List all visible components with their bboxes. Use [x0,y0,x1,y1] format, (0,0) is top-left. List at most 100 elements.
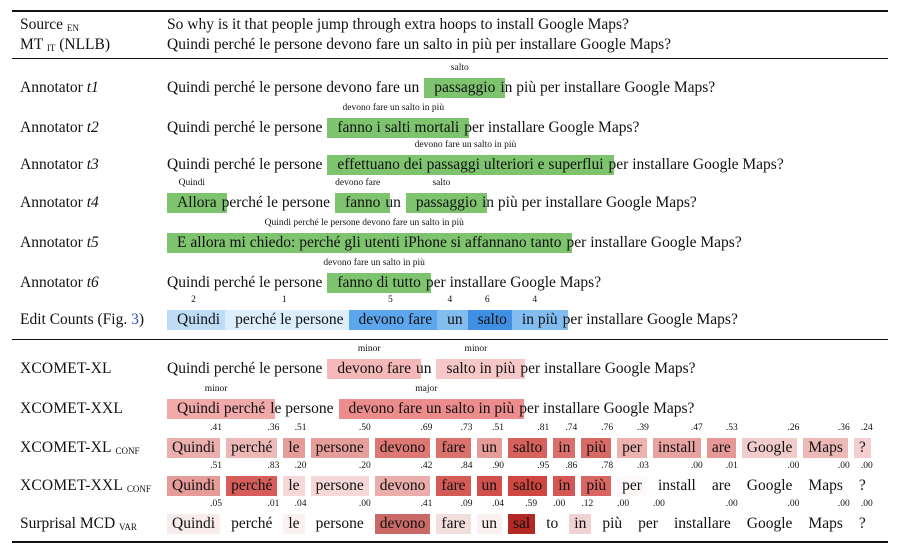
token-value: .84 [460,461,473,471]
token: install [652,438,701,458]
edit-counts-tail: per installare Google Maps? [562,311,738,328]
token: Google [746,515,793,532]
token-row-name: XCOMET-XXL [20,477,124,494]
token: install [657,477,696,494]
plain-span: Quindi perché le persone [167,156,323,173]
token: in [553,476,576,496]
plain-span: Quindi perché le persone devono fare un [167,79,420,96]
edit-count-span: in più [511,310,568,330]
figure-ref[interactable]: 3 [131,311,139,328]
token-value: .41 [210,423,222,433]
token-value: .00 [617,499,630,509]
token-value: .20 [294,461,307,471]
token-value: .36 [837,423,850,433]
token: installare [673,515,731,532]
token-value: .04 [294,499,307,509]
span-note: devono fare un salto in più [323,258,425,268]
mt-lang: IT [46,43,56,53]
annotator-id: t3 [86,156,99,173]
span-note: Quindi [178,178,205,188]
token-value: .26 [787,423,800,433]
span-note: minor [204,384,228,394]
mt-label-text: MT [20,36,43,53]
token: Maps [808,515,843,532]
token: per [617,476,647,496]
annotator-word: Annotator [20,79,87,96]
token: Quindi [167,476,221,496]
token-value: .41 [420,499,433,509]
edit-count-span: Quindi [167,310,231,330]
token-value: .53 [725,423,738,433]
token-value: .83 [267,461,280,471]
highlight-span: Quindi perché [167,399,276,419]
source-text: So why is it that people jump through ex… [167,16,629,33]
plain-span: Quindi perché le persone [167,119,323,136]
token: Quindi [167,514,221,534]
mt-label: MT IT (NLLB) [20,37,110,53]
token: Google [741,438,798,458]
plain-span: Quindi perché le persone [167,274,323,291]
metric-label: XCOMET-XXL [20,400,124,417]
annotator-id: t4 [86,194,99,211]
annotator-word: Annotator [20,234,87,251]
token: perché [226,476,278,496]
edit-counts-label: Edit Counts (Fig. 3) [20,312,144,328]
mid-rule-1 [12,58,888,59]
plain-span: le persone [270,400,334,417]
token-value: .24 [860,423,873,433]
span-note: devono fare [335,178,381,188]
token: persone [310,476,369,496]
plain-span: in più per installare Google Maps? [482,194,697,211]
token-value: .00 [653,499,665,509]
annotator-label: Annotator t1 [20,80,99,96]
token-value: .74 [565,423,578,433]
token-value: .51 [492,423,504,433]
span-note: salto [450,63,469,73]
source-label: Source EN [20,17,79,33]
token-value: .00 [725,499,738,509]
highlight-span: devono fare un salto in più [338,399,525,419]
token-value: .09 [460,499,473,509]
token: più [581,476,612,496]
span-note: salto [432,178,451,188]
token-value: .01 [725,461,738,471]
token-value: .78 [601,461,614,471]
token: in [569,514,592,534]
edit-counts-close: ) [138,311,145,328]
token-value: .76 [601,423,614,433]
token-value: .00 [837,499,850,509]
top-rule [12,10,888,12]
edit-count-span: perché le persone [225,310,354,330]
edit-count-span: salto [467,310,517,330]
plain-span: per installare Google Maps? [519,400,695,417]
annotator-word: Annotator [20,156,87,173]
edit-count-value: 2 [191,295,196,305]
token-row-name: XCOMET-XL [20,439,112,456]
plain-span: per installare Google Maps? [425,274,602,291]
token: più [581,438,612,458]
token: Maps [808,477,843,494]
token-row-sub: CONF [126,484,151,494]
token: Google [746,477,793,494]
token: perché [226,438,278,458]
highlight-span: effettuano dei passaggi ulteriori e supe… [327,155,614,175]
edit-count-value: 6 [484,295,490,305]
annotator-word: Annotator [20,194,87,211]
annotator-id: t6 [86,274,99,291]
mid-rule-2 [12,339,888,340]
token-value: .01 [267,499,280,509]
token: fare [436,514,471,534]
token-value: .05 [210,499,222,509]
token-value: .42 [420,461,433,471]
token: to [546,515,559,532]
edit-count-value: 1 [281,295,287,305]
token-row-sub: CONF [115,446,140,456]
highlight-span: passaggio [405,193,487,213]
token-value: .39 [637,423,649,433]
token: Maps [803,438,848,458]
token: persone [315,515,364,532]
token-value: .00 [690,461,703,471]
plain-span: Quindi perché le persone [167,360,323,377]
edit-count-span: devono fare [348,310,443,330]
highlight-span: fanno di tutto [327,273,431,293]
